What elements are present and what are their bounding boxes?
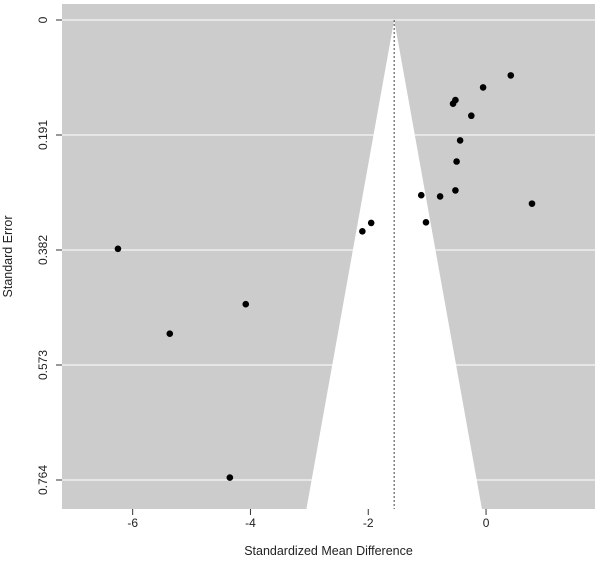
data-point [166, 330, 174, 337]
data-point [359, 228, 366, 235]
data-point [422, 219, 430, 226]
data-point [417, 191, 425, 199]
data-point [453, 158, 460, 165]
y-tick-label: 0.573 [36, 350, 50, 380]
y-tick-label: 0 [36, 16, 50, 23]
data-point [507, 72, 515, 79]
x-tick-label: 0 [483, 516, 490, 530]
x-axis: -6 -4 -2 0 [127, 509, 490, 530]
y-axis-title: Standard Error [1, 216, 15, 298]
y-tick-label: 0.191 [36, 120, 50, 150]
x-axis-title: Standardized Mean Difference [244, 544, 413, 558]
y-axis: 0 0.191 0.382 0.573 0.764 [36, 16, 62, 495]
data-point [242, 300, 250, 308]
data-point [226, 474, 234, 481]
data-point [367, 219, 375, 227]
data-point [479, 84, 487, 91]
y-tick-label: 0.382 [36, 235, 50, 265]
y-tick-label: 0.764 [36, 465, 50, 495]
data-point [449, 100, 457, 107]
data-point [468, 112, 475, 120]
data-point [528, 200, 536, 207]
data-point [436, 193, 444, 200]
data-point [114, 245, 122, 253]
x-tick-label: -6 [127, 516, 138, 530]
x-tick-label: -4 [245, 516, 256, 530]
data-points [114, 72, 536, 481]
data-point [452, 187, 459, 194]
y-gridlines [62, 19, 595, 481]
x-tick-label: -2 [363, 516, 374, 530]
data-point [456, 137, 464, 144]
